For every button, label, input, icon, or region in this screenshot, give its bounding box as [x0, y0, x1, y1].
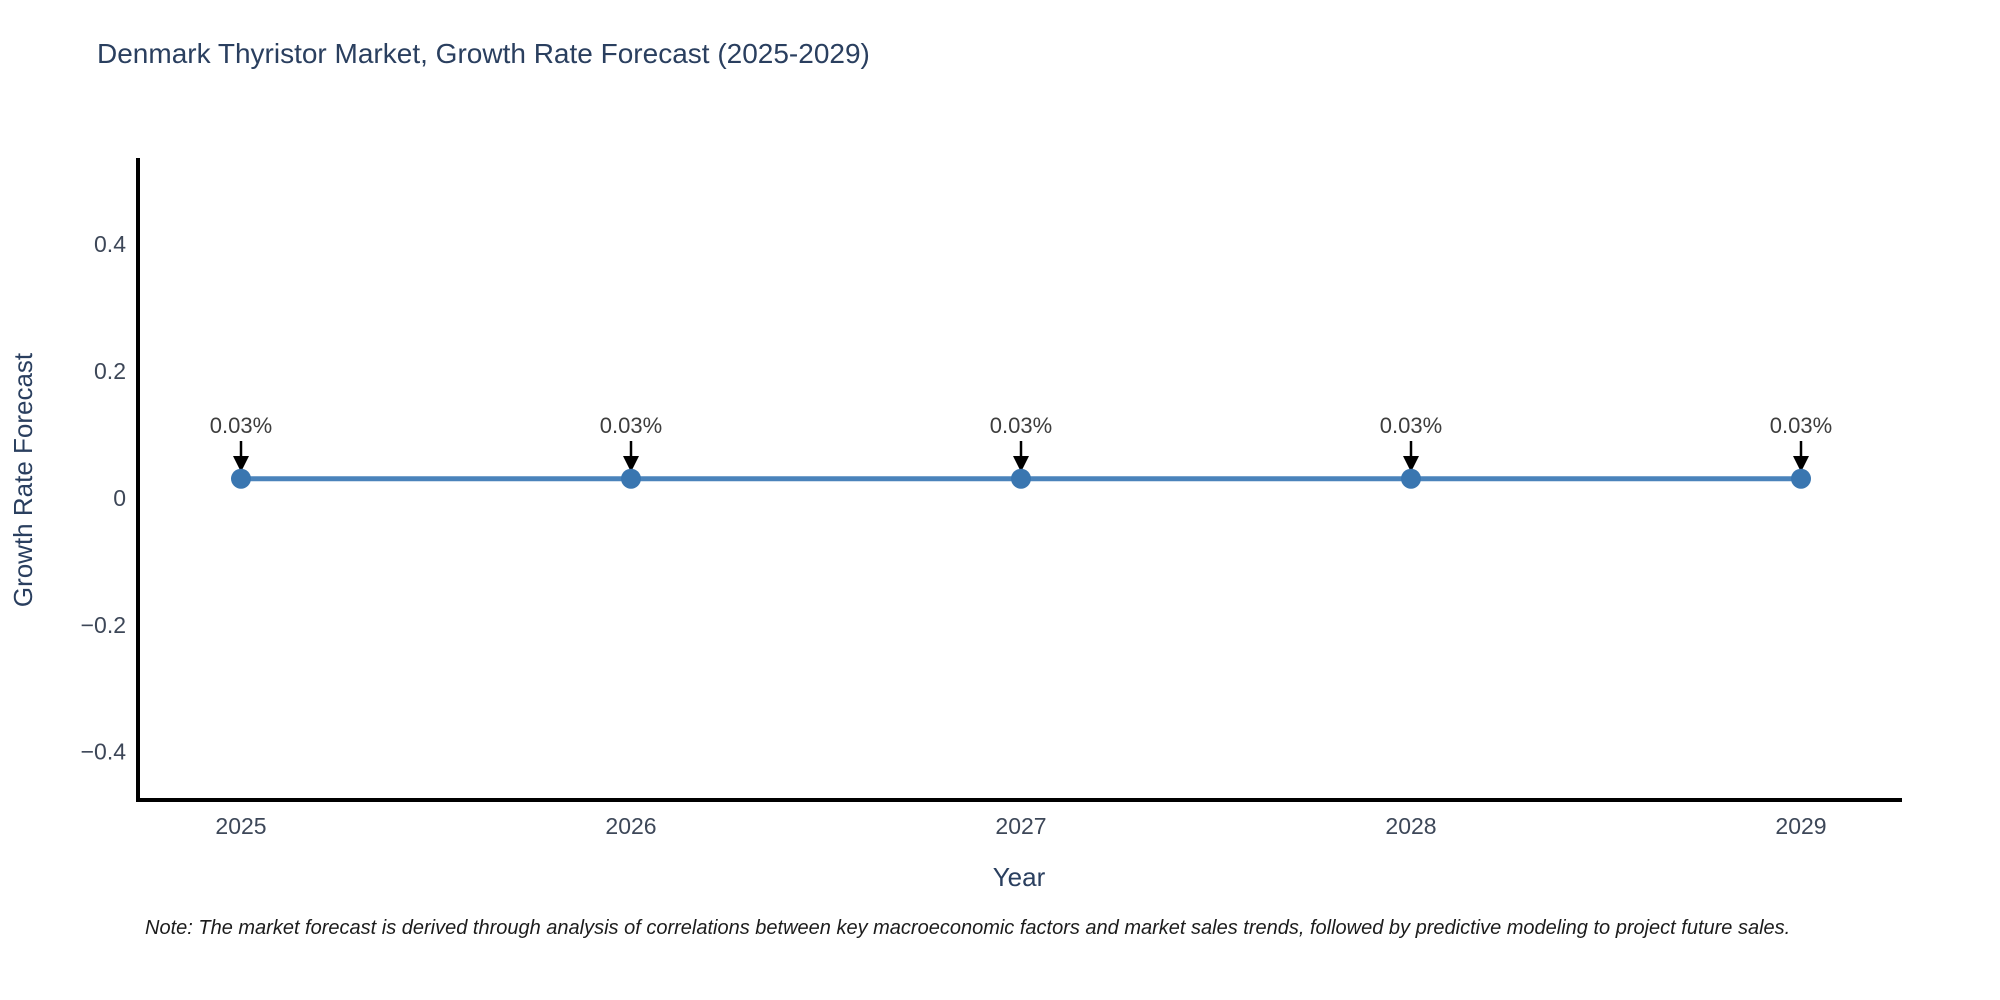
annotation-arrow-head — [1013, 456, 1029, 472]
x-axis-title: Year — [993, 862, 1046, 892]
axis-spines — [136, 158, 1902, 802]
point-annotation-label: 0.03% — [990, 413, 1052, 438]
chart-footnote: Note: The market forecast is derived thr… — [145, 917, 1791, 939]
y-tick-label: 0.4 — [94, 231, 126, 257]
data-point-marker — [1011, 468, 1031, 489]
chart-title: Denmark Thyristor Market, Growth Rate Fo… — [97, 38, 870, 69]
x-tick-label: 2028 — [1385, 813, 1436, 839]
point-annotation-label: 0.03% — [1380, 413, 1442, 438]
y-tick-label: −0.4 — [81, 739, 127, 765]
y-tick-label: −0.2 — [81, 612, 126, 638]
annotation-arrow-head — [1793, 456, 1809, 472]
x-tick-label: 2027 — [995, 813, 1046, 839]
y-tick-label: 0 — [113, 485, 126, 511]
y-axis-title: Growth Rate Forecast — [8, 352, 38, 607]
point-annotation-label: 0.03% — [600, 413, 662, 438]
data-point-marker — [1791, 468, 1811, 489]
x-tick-label: 2025 — [215, 813, 266, 839]
annotation-arrow-head — [623, 456, 639, 472]
x-tick-label: 2026 — [605, 813, 656, 839]
annotation-arrow-head — [233, 456, 249, 472]
y-tick-label: 0.2 — [94, 358, 126, 384]
point-annotation-label: 0.03% — [210, 413, 272, 438]
data-point-marker — [621, 468, 641, 489]
data-point-marker — [1401, 468, 1421, 489]
annotation-arrow-head — [1403, 456, 1419, 472]
data-point-marker — [231, 468, 251, 489]
point-annotation-label: 0.03% — [1770, 413, 1832, 438]
x-tick-label: 2029 — [1775, 813, 1826, 839]
